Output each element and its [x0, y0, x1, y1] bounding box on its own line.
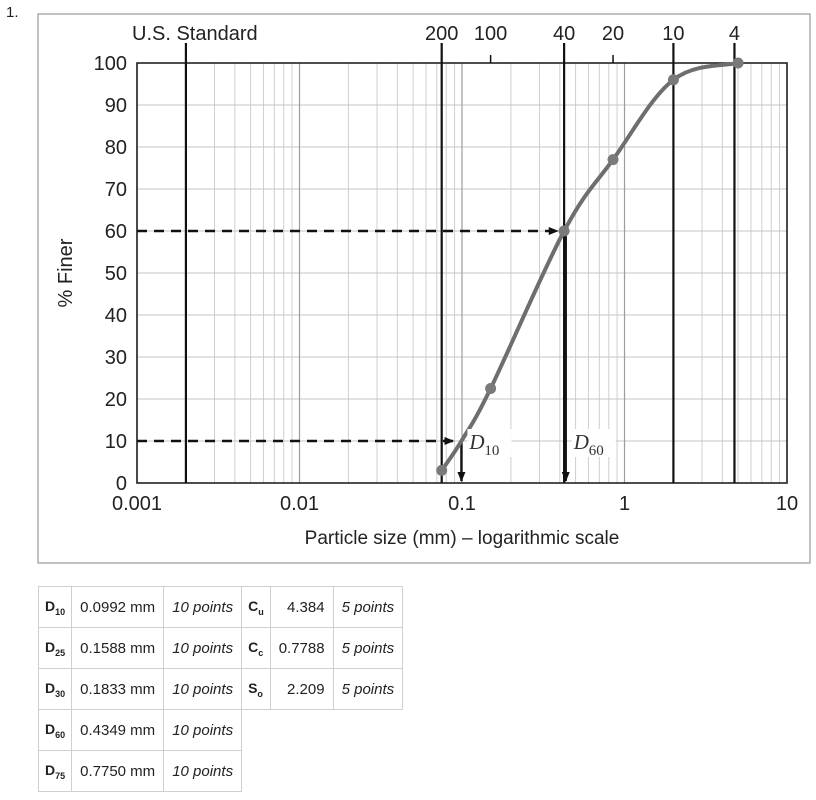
results-row: D25 0.1588 mm 10 points Cc 0.7788 5 points [37, 627, 404, 669]
result-label-subscript: 75 [55, 770, 66, 781]
result-value: 0.1833 mm [71, 668, 165, 710]
coefficient-label: So [241, 668, 271, 710]
sieve-label: 200 [425, 23, 458, 45]
results-table: D10 0.0992 mm 10 points Cu 4.384 5 points D25 0… [37, 586, 404, 792]
coefficient-points: 5 points [332, 668, 404, 710]
y-tick-label: 50 [105, 263, 127, 285]
result-label: D75 [37, 750, 73, 792]
result-value: 0.0992 mm [71, 586, 165, 628]
x-tick-label: 0.1 [448, 493, 476, 515]
y-tick-label: 70 [105, 179, 127, 201]
results-row: D30 0.1833 mm 10 points So 2.209 5 points [37, 668, 404, 710]
y-tick-label: 90 [105, 95, 127, 117]
y-tick-label: 40 [105, 305, 127, 327]
data-point [732, 57, 744, 69]
x-tick-label: 0.01 [280, 493, 319, 515]
coefficient-label: Cc [241, 627, 271, 669]
annotation-label-bg [571, 429, 616, 457]
sieve-label: 10 [662, 23, 684, 45]
question-number: 1. [6, 4, 19, 21]
data-point [607, 154, 619, 166]
annotation-subscript: 10 [484, 443, 499, 459]
plot-border [136, 62, 788, 484]
x-axis-title: Particle size (mm) – logarithmic scale [305, 528, 620, 549]
result-label-subscript: 60 [55, 729, 66, 740]
result-label-subscript: 30 [55, 688, 66, 699]
coefficient-value: 0.7788 [269, 627, 334, 669]
annotation-label: D [573, 430, 589, 454]
coefficient-value: 4.384 [269, 586, 334, 628]
sieve-label: 20 [602, 23, 624, 45]
annotation-subscript: 60 [589, 443, 604, 459]
y-tick-label: 30 [105, 347, 127, 369]
result-value: 0.4349 mm [71, 709, 165, 751]
x-tick-label: 0.001 [112, 493, 162, 515]
coefficient-label: Cu [241, 586, 271, 628]
y-axis-title: % Finer [55, 238, 77, 307]
coefficient-label-subscript: c [258, 647, 264, 658]
coefficient-points: 5 points [332, 586, 404, 628]
result-label-subscript: 25 [55, 647, 66, 658]
sieve-label: 100 [474, 23, 507, 45]
empty-cell [241, 709, 403, 751]
coefficient-value: 2.209 [269, 668, 334, 710]
result-value: 0.1588 mm [71, 627, 165, 669]
y-tick-label: 80 [105, 137, 127, 159]
result-label: D25 [37, 627, 73, 669]
annotation-label: D [468, 430, 484, 454]
y-tick-label: 0 [116, 473, 127, 495]
x-tick-label: 10 [776, 493, 798, 515]
result-points: 10 points [163, 750, 243, 792]
x-tick-label: 1 [619, 493, 630, 515]
result-value: 0.7750 mm [71, 750, 165, 792]
data-point [485, 383, 497, 394]
result-label: D60 [37, 709, 73, 751]
results-row: D10 0.0992 mm 10 points Cu 4.384 5 points [37, 586, 404, 628]
y-tick-label: 60 [105, 221, 127, 243]
result-points: 10 points [163, 627, 243, 669]
results-row: D60 0.4349 mm 10 points [37, 709, 403, 751]
top-axis-label: U.S. Standard [132, 23, 258, 45]
annotation-label-bg [467, 429, 512, 457]
data-point [436, 464, 448, 476]
results-row: D75 0.7750 mm 10 points [37, 750, 403, 792]
data-point [558, 225, 570, 237]
y-tick-label: 100 [94, 53, 127, 75]
coefficient-label-subscript: u [258, 606, 264, 617]
y-tick-label: 20 [105, 389, 127, 411]
result-points: 10 points [163, 668, 243, 710]
result-label: D10 [37, 586, 73, 628]
result-label: D30 [37, 668, 73, 710]
coefficient-label-subscript: o [257, 688, 263, 699]
coefficient-points: 5 points [332, 627, 404, 669]
result-points: 10 points [163, 709, 243, 751]
result-points: 10 points [163, 586, 243, 628]
result-label-subscript: 10 [55, 606, 66, 617]
data-point [667, 74, 679, 86]
sieve-label: 4 [729, 23, 740, 45]
y-tick-label: 10 [105, 431, 127, 453]
sieve-label: 40 [553, 23, 575, 45]
empty-cell [242, 751, 403, 792]
gradation-chart: 200 100 40 20 10 4 U.S. Standard 0 10 20 30 40 50 60 7… [37, 13, 811, 564]
